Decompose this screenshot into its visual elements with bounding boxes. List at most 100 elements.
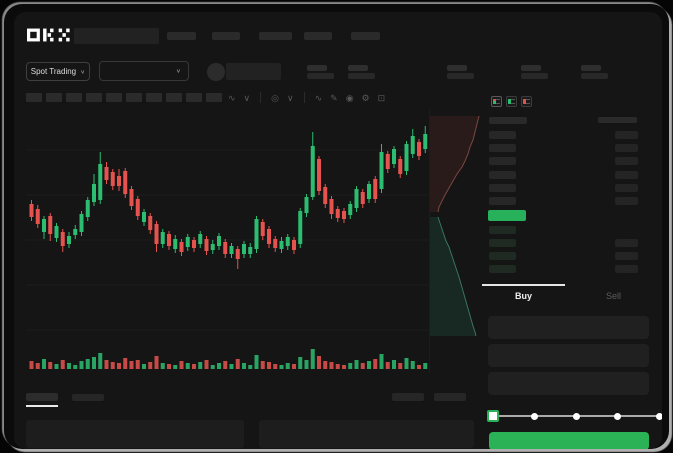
last-price-skeleton	[226, 63, 281, 80]
icon-part	[496, 103, 500, 104]
timeframe-button-skeleton[interactable]	[166, 93, 182, 102]
ask-size-skeleton	[615, 170, 638, 179]
bid-row[interactable]	[482, 252, 662, 260]
timeframe-button-skeleton[interactable]	[126, 93, 142, 102]
slider-stop-dot[interactable]	[572, 412, 580, 420]
nav-item-skeleton[interactable]	[167, 32, 196, 40]
pair-dropdown[interactable]: ∨	[99, 61, 189, 81]
last-price-badge[interactable]	[488, 210, 526, 221]
icon-part	[526, 99, 530, 100]
header-search-skeleton[interactable]	[74, 28, 159, 44]
bid-price-skeleton	[489, 252, 516, 260]
amount-field-skeleton[interactable]	[488, 344, 649, 367]
bid-price-skeleton	[489, 265, 516, 273]
slider-stop-dot[interactable]	[531, 412, 538, 420]
line-style-icon[interactable]: ∿	[228, 92, 236, 103]
timeframe-button-skeleton[interactable]	[106, 93, 122, 102]
bid-price-skeleton	[489, 226, 516, 234]
orders-tab-underline	[26, 405, 58, 407]
app-window: Spot Trading ∨ ∨ ∿ ∨ ◎ ∨ ∿ ✎ ◉ ⚙ ⊡	[14, 12, 662, 449]
orders-filter-skeleton[interactable]	[392, 393, 424, 401]
nav-item-skeleton[interactable]	[259, 32, 292, 40]
icon-part	[523, 99, 526, 102]
slider-handle[interactable]	[487, 410, 499, 422]
stat-label-skeleton	[521, 65, 541, 71]
ask-row[interactable]	[482, 144, 662, 153]
icon-part	[523, 101, 526, 104]
chart-tool-icons: ∿ ∨ ◎ ∨ ∿ ✎ ◉ ⚙ ⊡	[228, 91, 385, 104]
stat-label-skeleton	[447, 65, 467, 71]
tab-sell[interactable]: Sell	[605, 291, 621, 301]
ask-row[interactable]	[482, 157, 662, 166]
chart-settings-icon[interactable]: ⚙	[361, 92, 370, 103]
ask-row[interactable]	[482, 183, 662, 192]
buy-submit-button[interactable]	[489, 432, 649, 449]
icon-part	[526, 103, 530, 104]
price-field-skeleton[interactable]	[488, 316, 649, 339]
orderbook-col-header-skeleton	[598, 117, 637, 123]
stat-label-skeleton	[307, 65, 327, 71]
market-selector-button[interactable]: Spot Trading ∨	[26, 62, 90, 81]
slider-stop-dot[interactable]	[614, 412, 621, 420]
orders-panel-skeleton	[26, 420, 244, 448]
pair-avatar[interactable]	[207, 63, 225, 81]
ask-size-skeleton	[615, 183, 638, 192]
orders-panel-skeleton	[259, 420, 474, 448]
ask-size-skeleton	[615, 157, 638, 166]
orderbook	[482, 117, 662, 279]
chevron-down-icon: ∨	[175, 68, 181, 75]
ask-row[interactable]	[482, 131, 662, 139]
snapshot-icon[interactable]: ◉	[345, 92, 354, 103]
bid-row[interactable]	[482, 239, 662, 247]
book-bids-icon[interactable]	[506, 96, 517, 107]
bid-row[interactable]	[482, 226, 662, 234]
ask-price-skeleton	[489, 144, 516, 153]
timeframe-button-skeleton[interactable]	[66, 93, 82, 102]
stat-value-skeleton	[521, 73, 548, 79]
indicators-icon[interactable]: ◎	[271, 92, 279, 103]
ask-size-skeleton	[615, 131, 638, 139]
bid-size-skeleton	[615, 265, 638, 273]
orders-tab-active[interactable]	[26, 393, 58, 401]
timeframe-button-skeleton[interactable]	[46, 93, 62, 102]
book-combined-icon[interactable]	[491, 96, 502, 107]
orderbook-col-header-skeleton	[489, 117, 527, 124]
bid-size-skeleton	[615, 239, 638, 247]
nav-item-skeleton[interactable]	[304, 32, 332, 40]
ask-row[interactable]	[482, 197, 662, 205]
draw-tools-icon[interactable]: ✎	[330, 92, 338, 103]
ask-row[interactable]	[482, 170, 662, 179]
overlay-icon[interactable]: ∿	[314, 92, 323, 103]
tab-buy[interactable]: Buy	[514, 291, 532, 301]
icon-part	[493, 99, 496, 102]
timeframe-button-skeleton[interactable]	[86, 93, 102, 102]
toolbar-divider	[260, 92, 262, 103]
device-frame: Spot Trading ∨ ∨ ∿ ∨ ◎ ∨ ∿ ✎ ◉ ⚙ ⊡	[4, 4, 669, 449]
icon-part	[508, 101, 511, 104]
icon-part	[496, 99, 500, 100]
stat-label-skeleton	[348, 65, 368, 71]
fullscreen-icon[interactable]: ⊡	[377, 92, 386, 103]
buy-tab-underline	[482, 284, 565, 286]
icon-part	[511, 99, 515, 100]
bid-size-skeleton	[615, 252, 638, 260]
book-asks-icon[interactable]	[521, 96, 532, 107]
orders-filter-skeleton[interactable]	[434, 393, 466, 401]
candle-type-caret-icon[interactable]: ∨	[243, 92, 251, 103]
timeframe-button-skeleton[interactable]	[146, 93, 162, 102]
okx-logo[interactable]	[27, 28, 71, 42]
total-field-skeleton[interactable]	[488, 372, 649, 395]
depth-chart[interactable]	[429, 109, 482, 374]
bid-row[interactable]	[482, 265, 662, 273]
ask-price-skeleton	[489, 131, 516, 139]
timeframe-button-skeleton[interactable]	[26, 93, 42, 102]
nav-item-skeleton[interactable]	[351, 32, 380, 40]
nav-item-skeleton[interactable]	[212, 32, 240, 40]
candlestick-chart[interactable]	[26, 109, 429, 374]
slider-stop-dot[interactable]	[655, 412, 662, 420]
timeframe-button-skeleton[interactable]	[206, 93, 222, 102]
timeframe-button-skeleton[interactable]	[186, 93, 202, 102]
indicators-caret-icon[interactable]: ∨	[287, 92, 294, 103]
orders-tab[interactable]	[72, 394, 104, 401]
